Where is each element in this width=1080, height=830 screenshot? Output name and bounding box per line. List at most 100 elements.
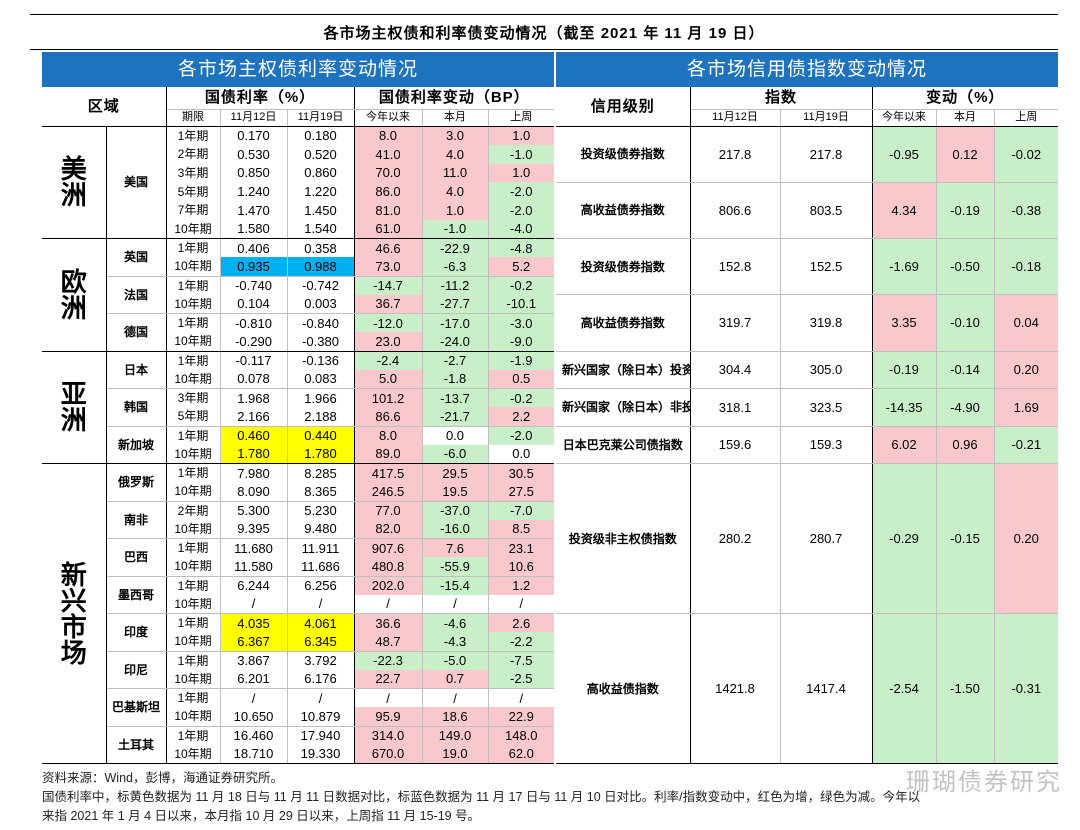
change-week-cell: -2.0 xyxy=(488,182,555,201)
yield-date2-cell: 17.940 xyxy=(287,726,355,745)
tenor-cell: 10年期 xyxy=(166,669,221,689)
pct-week-cell: -0.31 xyxy=(994,613,1059,764)
table-row: 2年期 0.530 0.520 41.0 4.0 -1.0 xyxy=(42,144,555,164)
change-ytd-cell: 8.0 xyxy=(354,126,423,145)
tenor-cell: 1年期 xyxy=(166,651,221,670)
sub-date1-header: 11月12日 xyxy=(690,109,781,127)
change-ytd-cell: -14.7 xyxy=(354,276,423,295)
yield-date2-cell: -0.840 xyxy=(287,313,355,333)
pct-mtd-cell: -0.10 xyxy=(936,294,995,352)
country-label: 墨西哥 xyxy=(106,576,167,614)
yield-date1-cell: 9.395 xyxy=(220,519,288,539)
change-mtd-cell: -4.3 xyxy=(422,632,489,652)
change-mtd-cell: -5.0 xyxy=(422,651,489,670)
tenor-cell: 1年期 xyxy=(166,726,221,745)
table-row: 巴西 1年期 11.680 11.911 907.6 7.6 23.1 xyxy=(42,538,555,577)
yield-date1-cell: 0.170 xyxy=(220,126,288,145)
change-ytd-cell: 246.5 xyxy=(354,482,423,502)
yield-date1-cell: 6.201 xyxy=(220,669,288,689)
pct-mtd-cell: -0.15 xyxy=(936,463,995,614)
change-ytd-cell: -12.0 xyxy=(354,313,423,333)
yield-date1-cell: 6.367 xyxy=(220,632,288,652)
page-title: 各市场主权债和利率债变动情况（截至 2021 年 11 月 19 日） xyxy=(30,14,1058,50)
change-week-cell: 27.5 xyxy=(488,482,555,502)
change-mtd-cell: 149.0 xyxy=(422,726,489,745)
change-mtd-cell: -15.4 xyxy=(422,576,489,595)
table-row: 10年期 8.090 8.365 246.5 19.5 27.5 xyxy=(42,482,555,502)
change-week-cell: / xyxy=(519,690,524,706)
tenor-cell: 10年期 xyxy=(166,369,221,389)
index-date2-cell: 319.8 xyxy=(780,294,873,352)
col-pct-change-header: 变动（%） xyxy=(872,87,1059,110)
change-ytd-cell: 77.0 xyxy=(354,501,423,520)
table-row: 欧洲 英国 1年期 0.406 0.358 46.6 -22.9 -4.8 xyxy=(42,238,555,352)
table-row: 日本巴克莱公司债指数 159.6 159.3 6.02 0.96 -0.21 xyxy=(556,426,1059,464)
yield-date1-cell: 0.104 xyxy=(220,294,288,314)
country-label: 巴西 xyxy=(106,538,167,577)
change-week-cell: 148.0 xyxy=(488,726,555,745)
country-label: 德国 xyxy=(106,313,167,352)
country-label: 英国 xyxy=(106,238,167,277)
yield-date2-cell: 0.988 xyxy=(287,257,355,277)
change-week-cell: -0.2 xyxy=(488,388,555,408)
table-row: 10年期 -0.290 -0.380 23.0 -24.0 -9.0 xyxy=(42,332,555,352)
yield-date1-cell: 0.406 xyxy=(220,238,288,258)
table-row: 10年期 0.935 0.988 73.0 -6.3 5.2 xyxy=(42,257,555,277)
yield-date1-cell: 6.244 xyxy=(220,576,288,595)
table-row: 5年期 2.166 2.188 86.6 -21.7 2.2 xyxy=(42,407,555,427)
yield-date1-cell: 8.090 xyxy=(220,482,288,502)
change-week-cell: 2.6 xyxy=(488,613,555,633)
index-name: 投资级债券指数 xyxy=(556,238,691,296)
change-ytd-cell: -2.4 xyxy=(354,351,423,370)
pct-ytd-cell: -14.35 xyxy=(872,388,937,427)
yield-date2-cell: 0.180 xyxy=(287,126,355,145)
table-row: 巴基斯坦 1年期 / / / / / xyxy=(42,688,554,727)
change-ytd-cell: 48.7 xyxy=(354,632,423,652)
index-date2-cell: 1417.4 xyxy=(780,613,873,764)
tenor-cell: 10年期 xyxy=(166,594,221,614)
change-mtd-cell: 19.5 xyxy=(422,482,489,502)
change-mtd-cell: 11.0 xyxy=(422,163,489,183)
change-ytd-cell: 5.0 xyxy=(354,369,423,389)
table-row: 投资级非主权债指数 280.2 280.7 -0.29 -0.15 0.20 xyxy=(556,463,1059,614)
table-row: 南非 2年期 5.300 5.230 77.0 -37.0 -7.0 xyxy=(42,501,555,539)
sub-mtd-header: 本月 xyxy=(422,109,489,127)
yield-date1-cell: 5.300 xyxy=(220,501,288,520)
table-row: 高收益债券指数 319.7 319.8 3.35 -0.10 0.04 xyxy=(556,294,1059,352)
yield-date2-cell: 0.003 xyxy=(287,294,355,314)
change-week-cell: -4.0 xyxy=(488,219,555,239)
yield-date2-cell: 0.083 xyxy=(287,369,355,389)
table-row: 德国 1年期 -0.810 -0.840 -12.0 -17.0 -3.0 xyxy=(42,313,555,352)
change-mtd-cell: -13.7 xyxy=(422,388,489,408)
yield-date2-cell: 1.220 xyxy=(287,182,355,201)
col-yield-header: 国债利率（%） xyxy=(166,87,355,110)
change-ytd-cell: 417.5 xyxy=(354,463,423,483)
change-week-cell: 10.6 xyxy=(488,557,555,577)
yield-date1-cell: 0.078 xyxy=(220,369,288,389)
change-ytd-cell: / xyxy=(354,594,423,614)
pct-ytd-cell: -2.54 xyxy=(872,613,937,764)
change-week-cell: -1.9 xyxy=(488,351,555,370)
index-date1-cell: 319.7 xyxy=(690,294,781,352)
change-ytd-cell: 46.6 xyxy=(354,238,423,258)
sub-ytd-header: 今年以来 xyxy=(872,109,937,127)
change-ytd-cell: 36.6 xyxy=(354,613,423,633)
change-mtd-cell: 29.5 xyxy=(422,463,489,483)
yield-date2-cell: 5.230 xyxy=(287,501,355,520)
change-week-cell: -2.2 xyxy=(488,632,555,652)
yield-date2-cell: 9.480 xyxy=(287,519,355,539)
change-ytd-cell: 82.0 xyxy=(354,519,423,539)
tenor-cell: 10年期 xyxy=(166,332,221,352)
change-mtd-cell: -21.7 xyxy=(422,407,489,427)
pct-week-cell: -0.38 xyxy=(994,182,1059,240)
tenor-cell: 10年期 xyxy=(166,257,221,277)
region-label: 亚洲 xyxy=(42,351,107,464)
change-mtd-cell: 18.6 xyxy=(422,707,489,727)
pct-mtd-cell: 0.96 xyxy=(936,426,995,464)
table-row: 10年期 11.580 11.686 480.8 -55.9 10.6 xyxy=(42,557,555,577)
change-ytd-cell: 61.0 xyxy=(354,219,423,239)
country-label: 南非 xyxy=(106,501,167,539)
yield-date1-cell: -0.740 xyxy=(220,276,288,295)
yield-date1-cell: 1.470 xyxy=(220,201,288,220)
